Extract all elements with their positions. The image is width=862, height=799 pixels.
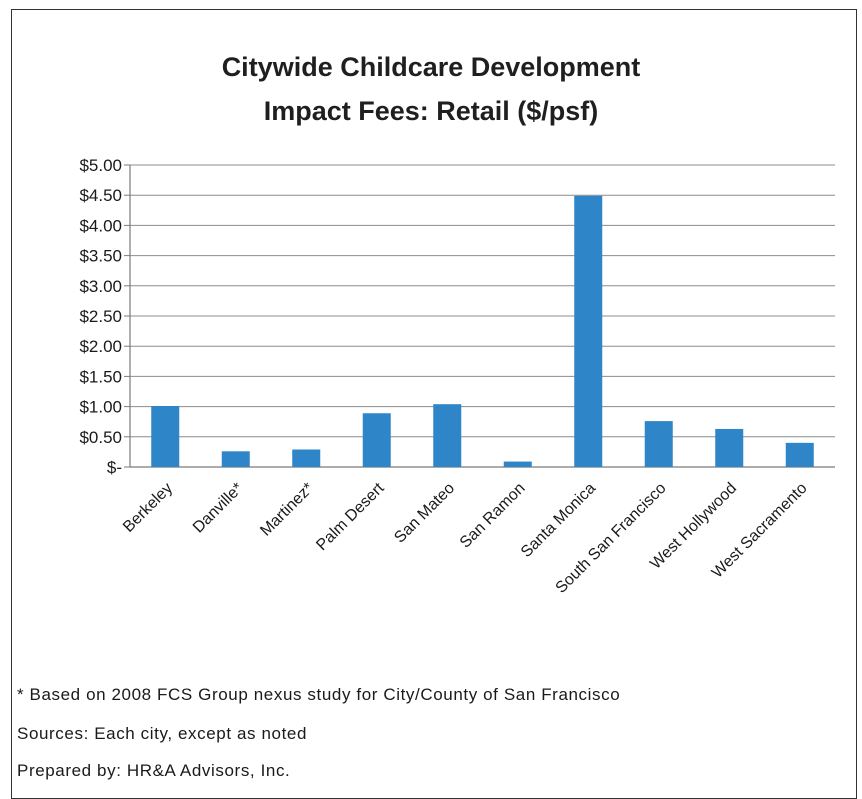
bar (644, 421, 673, 467)
bar (221, 451, 250, 467)
bar (503, 461, 532, 467)
y-tick-label: $1.50 (79, 367, 122, 386)
x-tick-label: Palm Desert (313, 479, 388, 554)
x-tick-label: Martinez* (257, 480, 317, 540)
bar (292, 449, 321, 467)
x-tick-label: San Mateo (391, 480, 458, 547)
prepared-by-note: Prepared by: HR&A Advisors, Inc. (17, 761, 291, 780)
footnote: * Based on 2008 FCS Group nexus study fo… (17, 685, 621, 704)
y-tick-label: $4.50 (79, 186, 122, 205)
bar (715, 428, 744, 467)
y-tick-label: $4.00 (79, 216, 122, 235)
bar (433, 404, 462, 467)
x-tick-label: San Ramon (457, 480, 529, 552)
x-tick-label: Berkeley (120, 480, 176, 536)
y-tick-label: $3.50 (79, 247, 122, 266)
y-tick-label: $3.00 (79, 277, 122, 296)
y-tick-label: $0.50 (79, 428, 122, 447)
chart-title-line-2: Impact Fees: Retail ($/psf) (263, 96, 599, 126)
bar (785, 442, 814, 467)
bar (574, 195, 603, 467)
y-tick-label: $5.00 (79, 156, 122, 175)
y-tick-label: $2.50 (79, 307, 122, 326)
y-tick-label: $2.00 (79, 337, 122, 356)
sources-note: Sources: Each city, except as noted (17, 724, 307, 743)
bar (362, 413, 391, 467)
y-tick-label: $1.00 (79, 398, 122, 417)
y-tick-label: $- (107, 458, 122, 477)
chart-title-line-1: Citywide Childcare Development (221, 52, 641, 82)
x-tick-label: Danville* (190, 480, 247, 537)
bar-chart: $- $0.50 $1.00 $1.50 $2.00 $2.50 $3.00 $3.50 $4.… (79, 156, 835, 597)
bar (151, 405, 180, 467)
x-tick-label: Santa Monica (518, 480, 599, 561)
